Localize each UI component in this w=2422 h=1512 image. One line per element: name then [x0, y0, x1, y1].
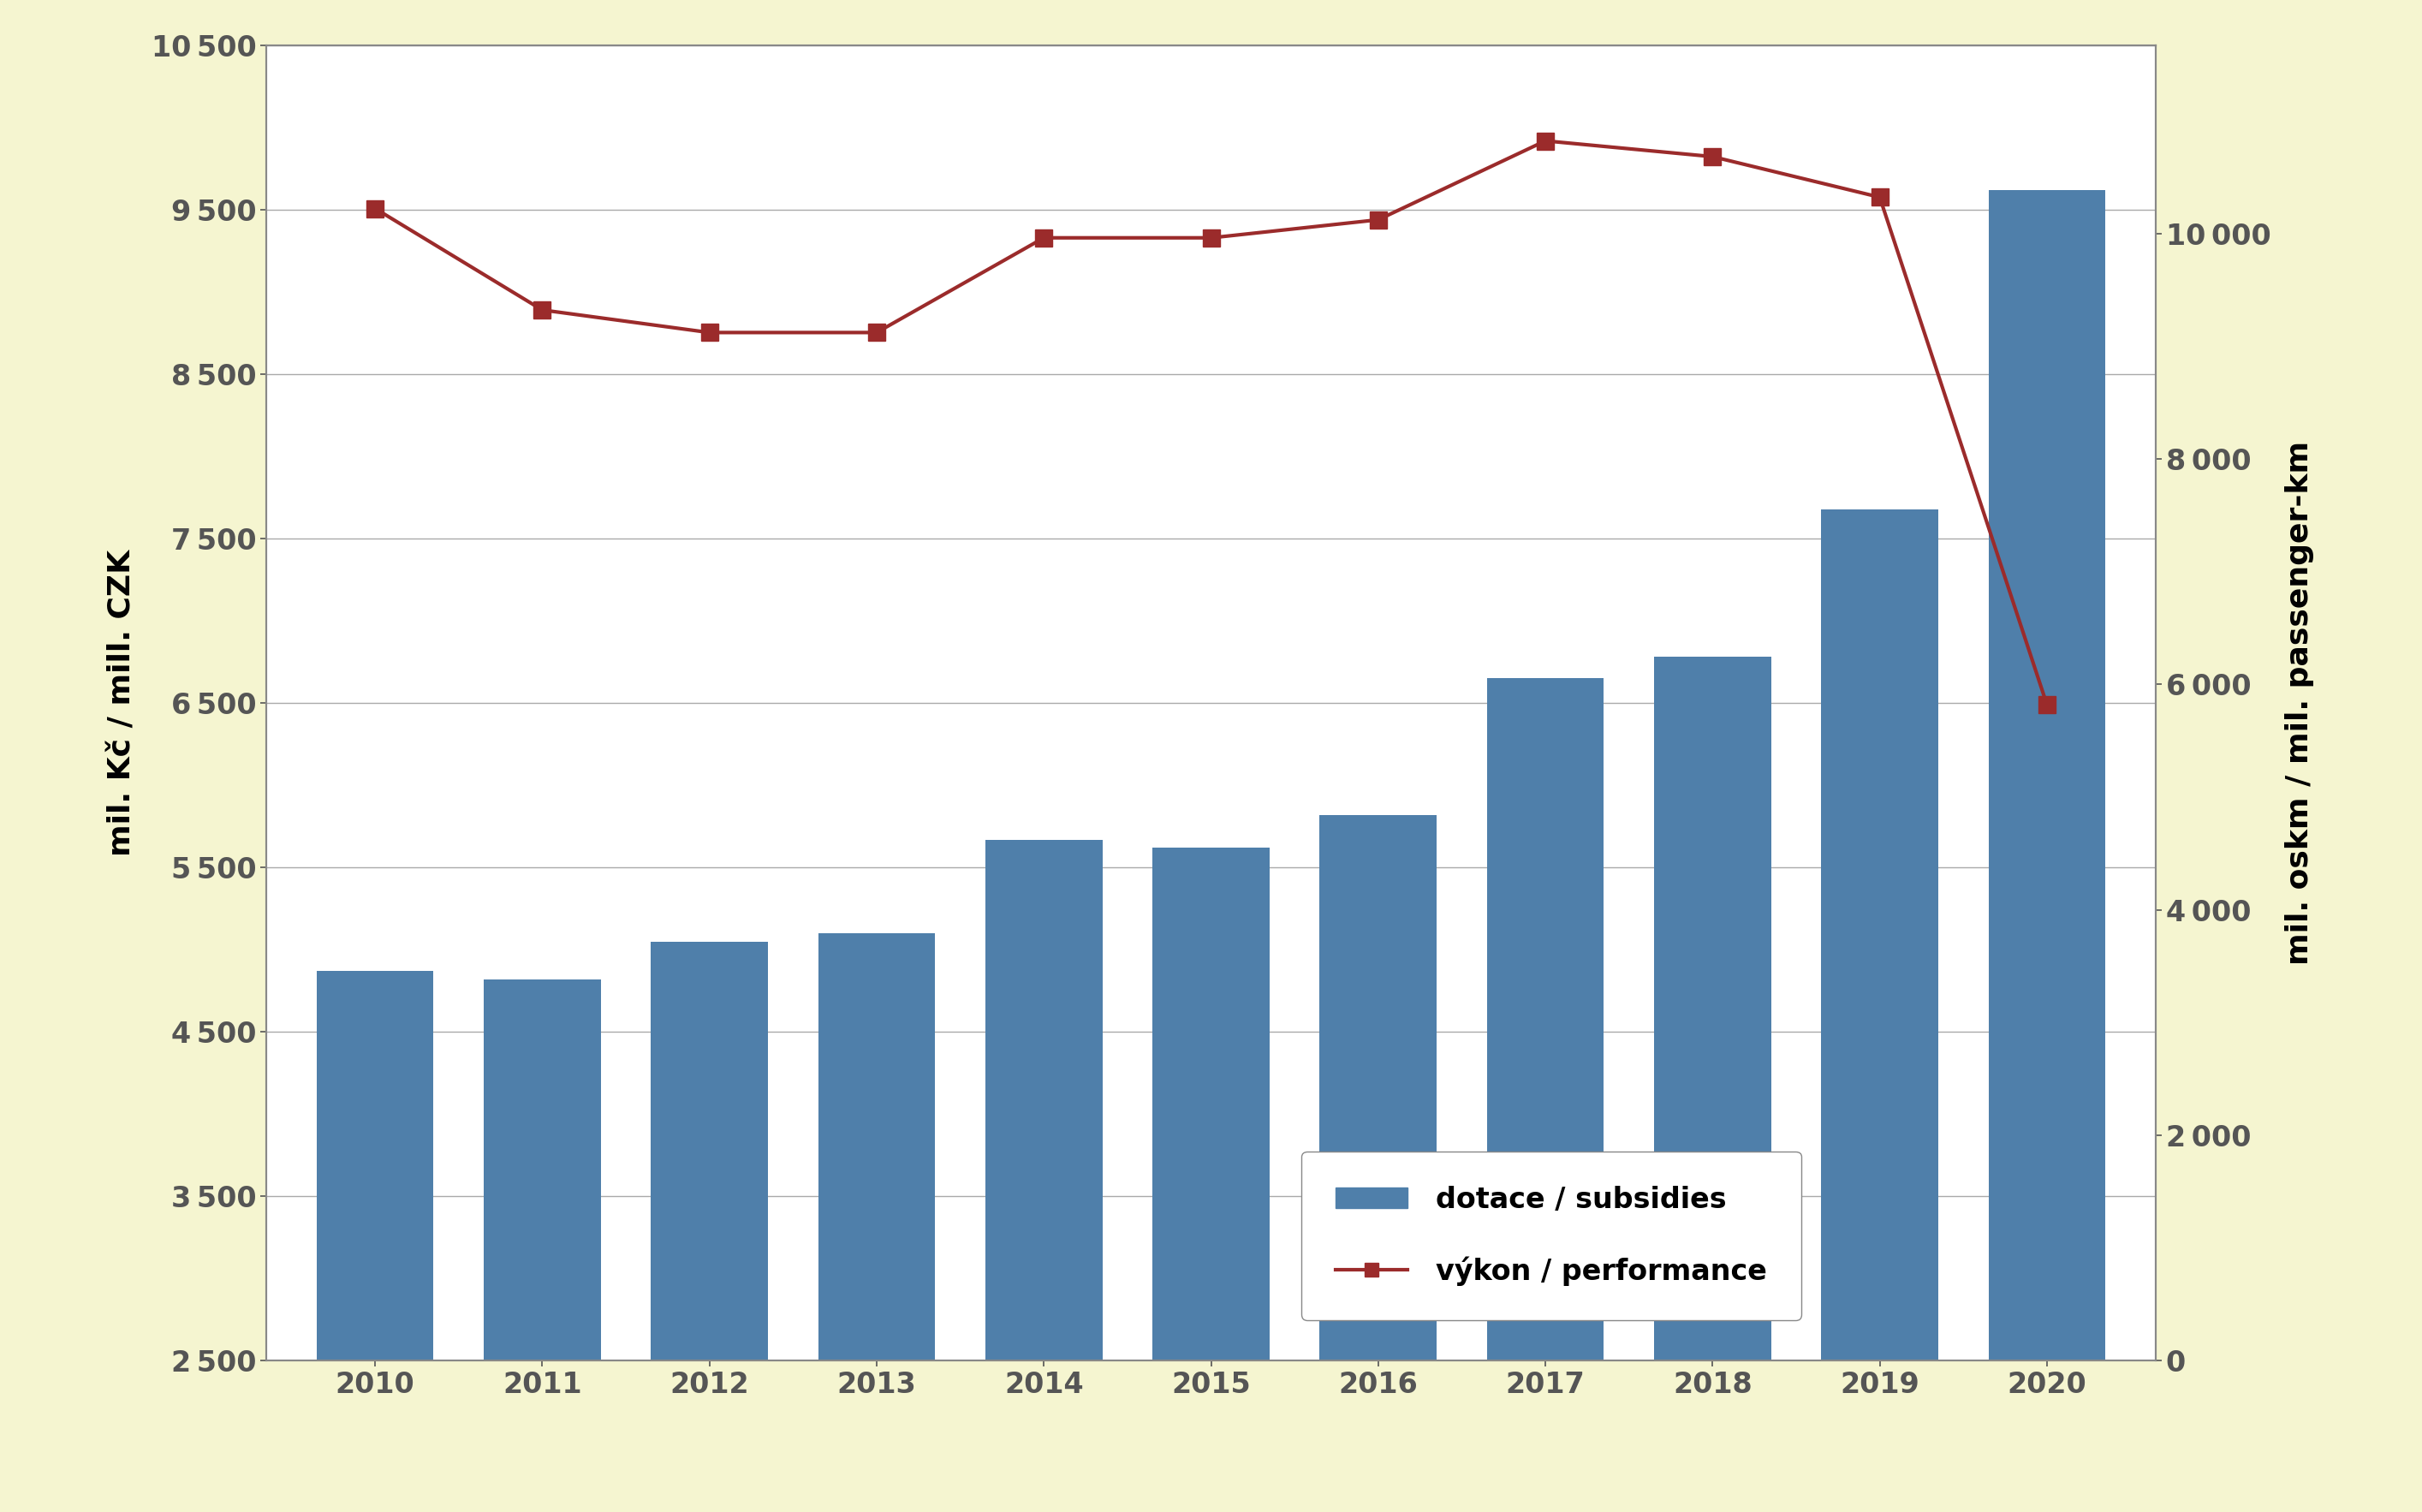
Bar	[484, 980, 601, 1512]
Bar	[1988, 191, 2105, 1512]
Y-axis label: mil. oskm / mil. passenger-km: mil. oskm / mil. passenger-km	[2284, 442, 2313, 965]
Bar	[819, 933, 935, 1512]
Bar	[317, 971, 434, 1512]
Y-axis label: mil. Kč / mill. CZK: mil. Kč / mill. CZK	[109, 550, 138, 856]
Bar	[1153, 848, 1269, 1512]
Bar	[986, 839, 1102, 1512]
Bar	[1654, 658, 1770, 1512]
Bar	[1821, 510, 1938, 1512]
Bar	[652, 942, 768, 1512]
Bar	[1487, 679, 1603, 1512]
Bar	[1320, 815, 1436, 1512]
Legend: dotace / subsidies, výkon / performance: dotace / subsidies, výkon / performance	[1301, 1151, 1802, 1320]
